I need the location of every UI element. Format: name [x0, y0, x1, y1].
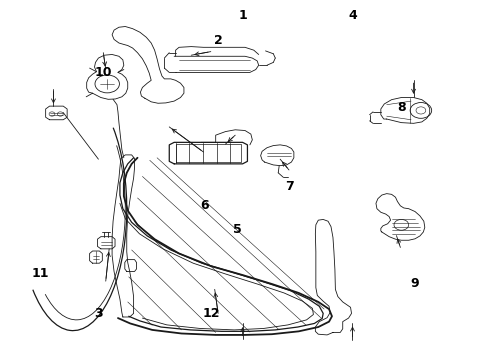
- Text: 7: 7: [286, 180, 294, 193]
- Text: 2: 2: [214, 34, 222, 48]
- Text: 12: 12: [203, 307, 220, 320]
- Text: 11: 11: [32, 267, 49, 280]
- Text: 5: 5: [233, 223, 242, 236]
- Text: 8: 8: [397, 101, 406, 114]
- Text: 1: 1: [238, 9, 247, 22]
- Text: 3: 3: [94, 307, 103, 320]
- Text: 10: 10: [95, 66, 112, 79]
- Text: 6: 6: [200, 199, 209, 212]
- Text: 4: 4: [348, 9, 357, 22]
- Text: 9: 9: [411, 278, 419, 291]
